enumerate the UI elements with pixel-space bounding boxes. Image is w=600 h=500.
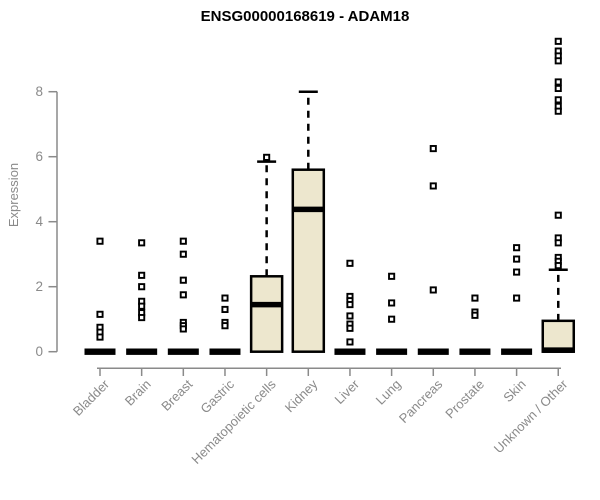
chart-title: ENSG00000168619 - ADAM18 <box>200 8 410 25</box>
outlier-point <box>513 244 521 252</box>
outlier-point <box>96 237 104 245</box>
outlier-point <box>554 57 562 65</box>
outlier-point <box>96 310 104 318</box>
outlier-point <box>429 286 437 294</box>
outlier-point <box>513 294 521 302</box>
outlier-point <box>221 305 229 314</box>
outlier-point <box>554 96 562 104</box>
outlier-point <box>346 312 354 320</box>
box <box>541 319 576 353</box>
category-label: Bladder <box>70 376 113 419</box>
category-label: Lung <box>373 377 404 408</box>
category-label: Unknown / Other <box>491 376 571 456</box>
collapsed-box <box>501 348 533 355</box>
category-label: Kidney <box>282 376 321 415</box>
outlier-point <box>96 333 104 341</box>
outlier-point <box>388 272 396 280</box>
outlier-point <box>388 299 396 307</box>
outlier-point <box>429 145 437 153</box>
category-label: Brain <box>122 377 154 409</box>
outlier-point <box>429 182 437 190</box>
outlier-point <box>554 78 562 86</box>
category-label: Breast <box>158 376 195 413</box>
collapsed-box <box>209 348 241 355</box>
outlier-point <box>179 325 187 333</box>
y-tick-label: 6 <box>35 149 43 164</box>
outlier-point <box>221 294 229 302</box>
collapsed-box <box>84 348 116 355</box>
outlier-point <box>554 37 562 45</box>
y-tick-label: 4 <box>35 214 43 229</box>
category-label: Prostate <box>442 377 487 422</box>
collapsed-box <box>417 348 449 355</box>
outlier-point <box>471 311 479 319</box>
collapsed-box <box>334 348 366 355</box>
box <box>291 168 326 353</box>
outlier-point <box>346 301 354 309</box>
outlier-point <box>471 294 479 302</box>
outlier-point <box>263 153 271 161</box>
outlier-point <box>346 324 354 332</box>
outlier-point <box>513 255 521 263</box>
box <box>249 275 284 353</box>
category-label: Skin <box>500 377 528 405</box>
y-tick-label: 0 <box>35 344 43 359</box>
outlier-point <box>179 291 187 299</box>
outlier-point <box>554 107 562 115</box>
category-label: Pancreas <box>396 376 446 426</box>
y-tick-label: 2 <box>35 279 43 294</box>
outlier-point <box>388 315 396 323</box>
outlier-point <box>346 259 354 267</box>
outlier-point <box>138 239 146 247</box>
category-label: Gastric <box>197 376 237 416</box>
collapsed-box <box>126 348 158 355</box>
outlier-point <box>138 271 146 279</box>
y-tick-label: 8 <box>35 84 43 99</box>
outlier-point <box>179 250 187 258</box>
outlier-point <box>138 283 146 291</box>
collapsed-box <box>167 348 199 355</box>
outlier-point <box>513 268 521 276</box>
outlier-point <box>554 239 562 247</box>
outlier-point <box>554 211 562 219</box>
outlier-point <box>179 276 187 284</box>
outlier-point <box>346 338 354 346</box>
collapsed-box <box>459 348 491 355</box>
outlier-point <box>138 302 146 310</box>
collapsed-box <box>376 348 408 355</box>
category-label: Liver <box>332 376 363 407</box>
outlier-point <box>179 237 187 245</box>
outlier-point <box>221 322 229 330</box>
outlier-point <box>554 262 562 270</box>
outlier-point <box>138 314 146 322</box>
outlier-point <box>554 84 562 92</box>
